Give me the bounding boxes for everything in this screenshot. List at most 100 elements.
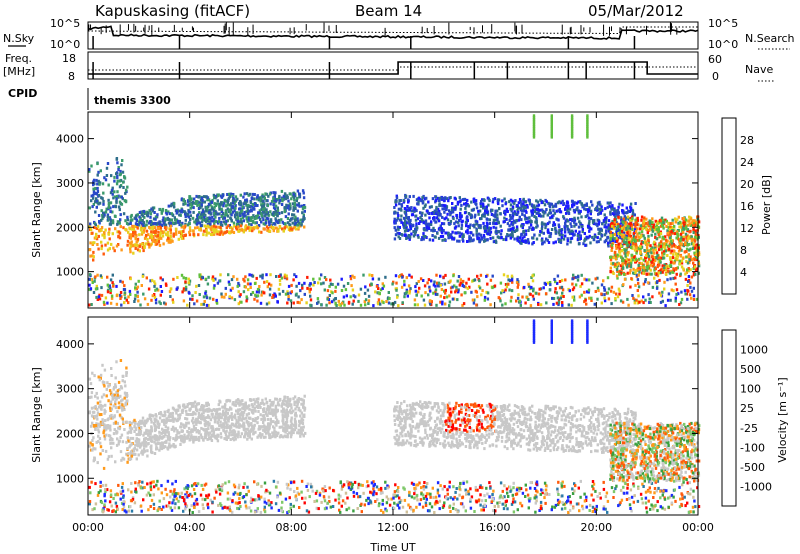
echo-cell	[689, 255, 692, 259]
echo-cell	[552, 302, 555, 306]
echo-cell	[690, 239, 694, 243]
echo-cell	[182, 276, 185, 280]
echo-cell	[354, 295, 357, 299]
echo-cell	[687, 275, 691, 278]
echo-cell	[224, 209, 228, 213]
echo-cell	[676, 218, 679, 222]
echo-cell	[428, 238, 432, 242]
echo-cell	[616, 253, 619, 257]
echo-cell	[188, 226, 192, 230]
echo-cell	[167, 221, 171, 225]
echo-cell	[509, 299, 513, 303]
echo-cell	[663, 252, 666, 256]
echo-cell	[233, 198, 236, 202]
echo-cell	[634, 235, 637, 239]
echo-cell	[532, 204, 536, 208]
echo-cell	[678, 260, 681, 263]
echo-cell	[558, 229, 561, 233]
echo-cell	[596, 495, 599, 498]
echo-cell	[494, 213, 498, 217]
echo-cell	[283, 206, 286, 210]
echo-cell	[494, 226, 498, 230]
echo-cell	[278, 201, 281, 205]
echo-cell	[560, 228, 564, 231]
echo-cell	[656, 221, 659, 225]
echo-cell	[264, 211, 267, 215]
echo-cell	[626, 253, 629, 257]
echo-cell	[367, 294, 371, 298]
echo-cell	[447, 231, 450, 235]
echo-cell	[208, 216, 211, 220]
echo-cell	[671, 244, 674, 248]
echo-cell	[621, 203, 624, 207]
echo-cell	[415, 282, 418, 286]
echo-cell	[108, 247, 111, 251]
echo-cell	[502, 273, 506, 277]
echo-cell	[276, 214, 279, 218]
echo-cell	[614, 263, 617, 267]
echo-cell	[651, 295, 654, 299]
echo-cell	[621, 300, 625, 304]
echo-cell	[640, 230, 644, 234]
echo-cell	[335, 304, 338, 307]
echo-cell	[572, 203, 576, 207]
echo-cell	[449, 286, 453, 290]
echo-cell	[446, 497, 449, 501]
echo-cell	[102, 252, 105, 256]
echo-cell	[566, 225, 569, 228]
echo-cell	[247, 193, 250, 197]
echo-cell	[422, 232, 425, 236]
echo-cell	[384, 275, 387, 279]
echo-cell	[559, 210, 563, 214]
echo-cell	[212, 286, 216, 290]
echo-cell	[193, 302, 196, 306]
echo-cell	[473, 200, 476, 204]
echo-cell	[606, 276, 610, 280]
echo-cell	[260, 220, 263, 224]
echo-cell	[114, 205, 118, 209]
echo-cell	[588, 219, 591, 223]
echo-cell	[610, 262, 613, 266]
echo-cell	[442, 275, 445, 279]
echo-cell	[178, 220, 181, 223]
echo-cell	[571, 295, 574, 299]
echo-cell	[695, 232, 699, 236]
echo-cell	[636, 278, 640, 282]
echo-cell	[505, 235, 508, 239]
echo-cell	[492, 225, 495, 229]
echo-cell	[115, 182, 119, 186]
echo-cell	[129, 247, 132, 251]
echo-cell	[573, 220, 576, 224]
echo-cell	[531, 294, 535, 298]
echo-cell	[587, 288, 591, 292]
echo-cell	[510, 295, 513, 299]
echo-cell	[94, 223, 97, 227]
echo-cell	[456, 239, 459, 243]
nave-series	[88, 66, 698, 71]
echo-cell	[245, 198, 248, 202]
echo-cell	[598, 230, 601, 234]
echo-cell	[122, 186, 125, 189]
echo-cell	[659, 496, 662, 500]
echo-cell	[458, 283, 461, 287]
echo-cell	[456, 231, 460, 235]
echo-cell	[285, 194, 289, 198]
echo-cell	[300, 298, 303, 302]
echo-cell	[599, 203, 602, 207]
echo-cell	[490, 213, 494, 216]
echo-cell	[466, 286, 469, 290]
echo-cell	[629, 202, 633, 206]
echo-cell	[657, 226, 660, 230]
echo-cell	[440, 222, 444, 226]
echo-cell	[684, 242, 687, 245]
echo-cell	[135, 218, 138, 222]
echo-cell	[154, 221, 157, 225]
echo-cell	[541, 491, 544, 495]
echo-cell	[377, 291, 380, 295]
echo-cell	[227, 273, 230, 277]
echo-cell	[372, 304, 375, 308]
echo-cell	[682, 267, 685, 271]
echo-cell	[537, 203, 541, 207]
echo-cell	[607, 297, 611, 301]
echo-cell	[634, 230, 638, 234]
